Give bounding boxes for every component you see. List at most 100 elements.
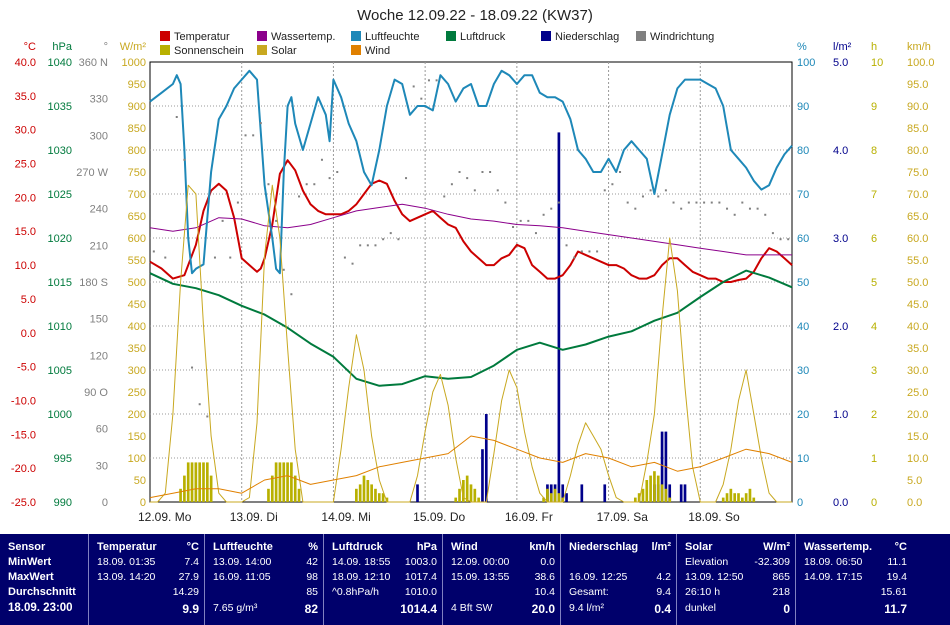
legend-label: Niederschlag — [555, 31, 619, 43]
axis-tick-label: 75.0 — [907, 167, 928, 179]
wind-direction-point — [382, 238, 385, 241]
legend: Temperatur Wassertemp. Luftfeuchte Luftdruc… — [160, 31, 714, 57]
sonnenschein-bar — [744, 493, 748, 502]
wind-direction-point — [771, 232, 774, 235]
axis-tick-label: 30.0 — [15, 125, 36, 137]
stats-column: Temperatur °C 18.09. 01:35 7.4 13.09. 14:20 2… — [88, 534, 205, 625]
sonnenschein-bar — [458, 488, 461, 502]
sonnenschein-bar — [725, 493, 729, 502]
axis-unit-label: °C — [24, 41, 36, 53]
wind-direction-point — [756, 207, 759, 210]
wind-direction-point — [634, 207, 637, 210]
axis-tick-label: 90.0 — [907, 101, 928, 113]
wind-direction-point — [588, 250, 591, 253]
axis-tick-label: -20.0 — [11, 463, 36, 475]
axis-tick-label: 1 — [871, 453, 877, 465]
sonnenschein-bar — [465, 475, 469, 502]
stats-cell: 1003.0 — [404, 556, 437, 568]
axis-tick-label: 0.0 — [907, 497, 922, 509]
stats-cell: 18.09. 06:50 — [804, 556, 863, 568]
sonnenschein-bar — [645, 480, 649, 502]
sonnenschein-bar — [179, 488, 182, 502]
axis-tick-label: 10 — [797, 453, 809, 465]
luftfeuchte-line — [149, 69, 793, 275]
legend-label: Temperatur — [174, 31, 230, 43]
stats-cell: 20.0 — [531, 602, 555, 616]
stats-cell: 9.9 — [182, 602, 199, 616]
sonnenschein-bar — [385, 497, 389, 502]
stats-cell: l/m² — [651, 541, 671, 553]
sonnenschein-bar — [546, 488, 549, 502]
axis-tick-label: 2.0 — [833, 321, 848, 333]
sonnenschein-bar — [278, 462, 282, 502]
axis-tick-label: 400 — [128, 321, 146, 333]
sonnenschein-bar — [355, 488, 358, 502]
wind-direction-point — [244, 134, 247, 137]
wind-direction-point — [175, 116, 178, 118]
sonnenschein-bar — [752, 497, 756, 502]
axis-tick-label: 55.0 — [907, 255, 928, 267]
sonnenschein-bar — [290, 462, 293, 502]
wind-direction-point — [343, 256, 346, 259]
axis-tick-label: -5.0 — [17, 362, 36, 374]
stats-cell: Wind — [451, 541, 478, 553]
stats-cell: 85 — [306, 586, 318, 598]
axis-tick-label: 0.0 — [21, 328, 36, 340]
axis-tick-label: 25.0 — [15, 159, 36, 171]
axis-tick-label: 1.0 — [833, 409, 848, 421]
stats-cell: 12.09. 00:00 — [451, 556, 510, 568]
stats-cell: 82 — [304, 602, 318, 616]
axis-tick-label: 1000 — [122, 57, 146, 69]
axis-tick-label: 95.0 — [907, 79, 928, 91]
solar-line — [150, 184, 792, 503]
stats-cell: -32.309 — [754, 556, 790, 568]
stats-cell: 27.9 — [178, 571, 199, 583]
wind-direction-point — [389, 232, 392, 235]
stats-cell: MinWert — [8, 556, 52, 568]
stats-cell: Niederschlag — [569, 541, 639, 553]
wind-direction-point — [164, 256, 167, 259]
stats-cell: % — [308, 541, 318, 553]
sonnenschein-bar — [293, 475, 297, 502]
legend-label: Luftdruck — [460, 31, 506, 43]
axis-unit-label: W/m² — [120, 41, 147, 53]
axis-tick-label: 990 — [54, 497, 72, 509]
axis-tick-label: 20.0 — [907, 409, 928, 421]
axis-tick-label: 800 — [128, 145, 146, 157]
wind-direction-point — [504, 201, 507, 204]
wind-direction-point — [366, 244, 369, 247]
wind-direction-point — [489, 171, 492, 173]
stats-cell: 13.09. 12:50 — [685, 571, 744, 583]
axis-unit-label: km/h — [907, 41, 931, 53]
sonnenschein-bar — [549, 493, 553, 502]
sonnenschein-bar — [366, 480, 370, 502]
axis-tick-label: 240 — [90, 204, 108, 216]
stats-cell: 218 — [772, 586, 790, 598]
sonnenschein-bar — [641, 488, 645, 502]
wind-direction-point — [481, 171, 484, 173]
axis-tick-label: -10.0 — [11, 395, 36, 407]
wind-direction-point — [733, 213, 736, 216]
stats-cell: 13.09. 14:20 — [97, 571, 156, 583]
sonnenschein-bar — [664, 488, 668, 502]
axis-tick-label: 1040 — [48, 57, 72, 69]
wind-direction-point — [748, 207, 751, 210]
weather-chart: Woche 12.09.22 - 18.09.22 (KW37) Tempera… — [11, 7, 935, 524]
axis-tick-label: 35.0 — [15, 91, 36, 103]
sonnenschein-bar — [721, 497, 725, 502]
wind-direction-point — [427, 79, 430, 82]
sonnenschein-bar — [473, 488, 477, 502]
axis-tick-label: 330 — [90, 94, 108, 106]
sonnenschein-bar — [649, 475, 652, 502]
wind-direction-point — [229, 256, 232, 259]
luftdruck-line — [149, 269, 793, 387]
wind-direction-point — [206, 415, 209, 418]
stats-cell: °C — [894, 541, 907, 553]
axis-tick-label: 90 O — [84, 387, 108, 399]
legend-label: Wassertemp. — [271, 31, 335, 43]
wind-direction-point — [236, 201, 239, 204]
niederschlag-bar — [679, 484, 683, 502]
wind-direction-point — [336, 171, 339, 173]
legend-swatch — [160, 45, 170, 55]
sonnenschein-bar — [190, 462, 194, 502]
